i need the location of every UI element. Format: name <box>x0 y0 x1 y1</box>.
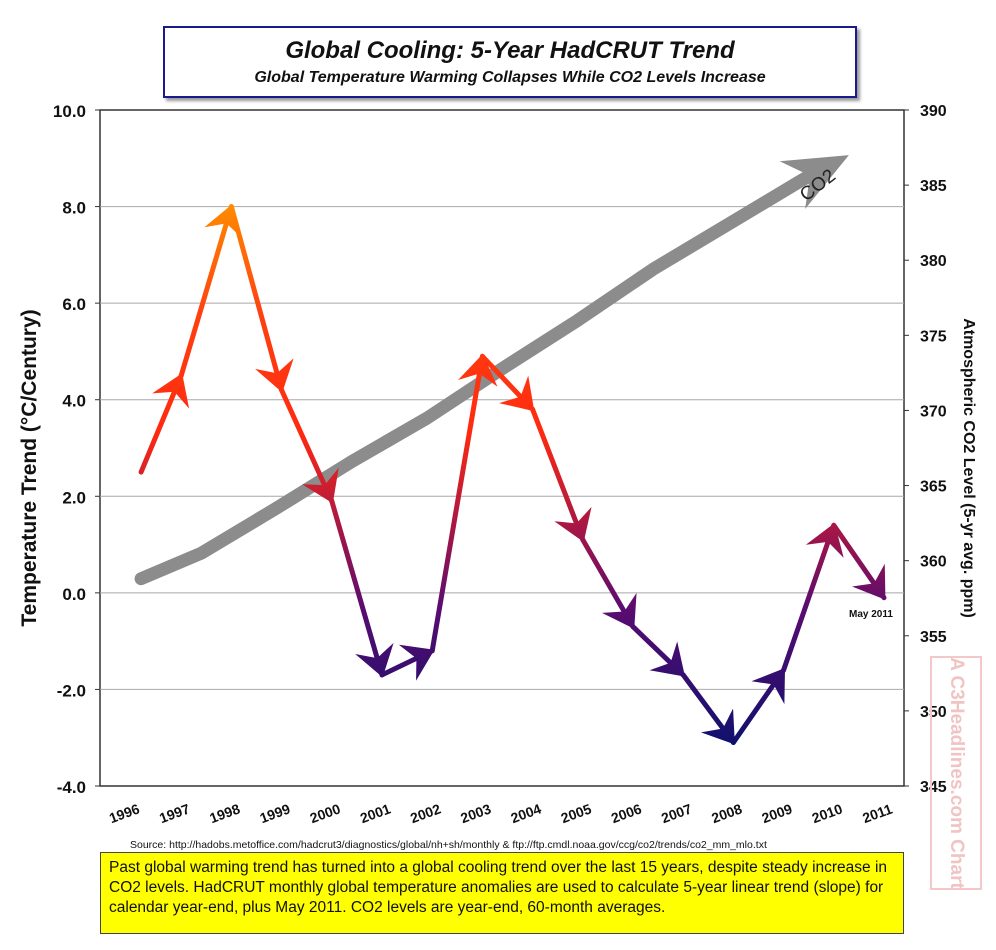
y-tick-label: 4.0 <box>62 392 86 411</box>
y2-tick-label: 355 <box>920 629 947 646</box>
y-tick-label: -4.0 <box>57 778 86 797</box>
temp-series-segment <box>138 373 190 475</box>
temp-series-segment <box>479 353 536 412</box>
y2-tick-label: 375 <box>920 328 947 345</box>
x-tick-label: 1999 <box>258 800 293 826</box>
chart-title: Global Cooling: 5-Year HadCRUT Trend <box>285 37 735 64</box>
watermark-text: A C3Headlines.com Chart <box>946 657 967 889</box>
y2-tick-label: 350 <box>920 704 947 721</box>
x-tick-label: 2010 <box>810 800 845 826</box>
y-tick-label: 2.0 <box>62 488 86 507</box>
co2-arrowhead <box>779 155 849 209</box>
x-tick-label: 2000 <box>308 800 343 826</box>
x-tick-label: 2011 <box>860 801 894 826</box>
temp-series-segment <box>530 406 592 543</box>
temp-series-segment <box>831 522 887 601</box>
temp-series-segment <box>630 624 686 678</box>
y2-tick-label: 380 <box>920 253 947 270</box>
temp-series-segment <box>329 498 394 678</box>
y2-tick-label: 390 <box>920 103 947 120</box>
chart-note: Past global warming trend has turned int… <box>100 852 904 934</box>
plot-area <box>99 109 905 787</box>
chart-subtitle: Global Temperature Warming Collapses Whi… <box>254 69 766 86</box>
x-tick-label: 2003 <box>458 800 493 826</box>
watermark: A C3Headlines.com Chart <box>930 656 982 890</box>
y-tick-label: -2.0 <box>57 681 86 700</box>
y2-tick-label: 345 <box>920 779 947 796</box>
y-axis-title: Temperature Trend (°C/Century) <box>18 309 41 626</box>
may-2011-annotation: May 2011 <box>849 609 893 620</box>
y2-tick-label: 360 <box>920 554 947 571</box>
temp-series-segment <box>429 353 498 654</box>
y-tick-label: 6.0 <box>62 295 86 314</box>
x-tick-label: 2008 <box>709 800 744 826</box>
temp-series-segment <box>279 387 339 504</box>
y-tick-label: 10.0 <box>53 102 86 121</box>
temp-series-segment <box>680 672 736 745</box>
x-tick-label: 1996 <box>107 800 142 826</box>
y2-tick-label: 365 <box>920 479 947 496</box>
temp-series-segment <box>730 667 787 745</box>
temp-series-segment <box>580 537 637 630</box>
x-tick-label: 2001 <box>358 800 393 826</box>
temp-series-segment <box>228 204 294 393</box>
x-tick-label: 1997 <box>157 800 192 826</box>
temp-series-segment <box>178 204 243 379</box>
temp-series-segment <box>379 644 435 681</box>
temp-series-segment <box>781 522 844 673</box>
x-tick-label: 2002 <box>408 800 443 826</box>
x-tick-label: 2006 <box>609 800 644 826</box>
x-tick-label: 2009 <box>760 800 795 826</box>
co2-series-line <box>134 159 835 586</box>
y-tick-label: 0.0 <box>62 585 86 604</box>
y2-tick-label: 385 <box>920 178 947 195</box>
y-tick-label: 8.0 <box>62 199 86 218</box>
source-text: Source: http://hadobs.metoffice.com/hadc… <box>130 839 767 851</box>
x-tick-label: 2005 <box>559 800 594 826</box>
x-tick-label: 2007 <box>659 800 694 826</box>
y2-axis-title: Atmospheric CO2 Level (5-yr avg. ppm) <box>960 318 977 618</box>
y2-tick-label: 370 <box>920 403 947 420</box>
x-tick-label: 1998 <box>207 800 242 826</box>
chart-title-box: Global Cooling: 5-Year HadCRUT Trend Glo… <box>163 26 857 98</box>
x-tick-label: 2004 <box>509 800 544 826</box>
